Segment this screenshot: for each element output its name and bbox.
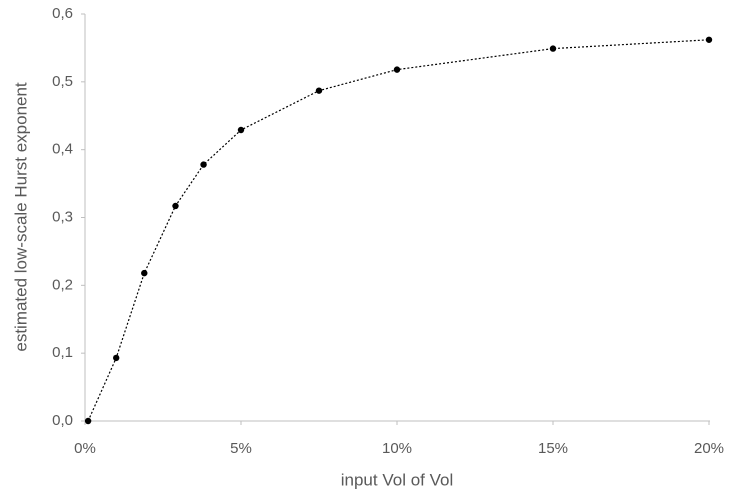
data-point bbox=[113, 354, 120, 362]
y-axis-label: estimated low-scale Hurst exponent bbox=[11, 82, 30, 352]
y-tick-label: 0,4 bbox=[52, 141, 73, 158]
x-tick-label: 5% bbox=[230, 440, 252, 457]
x-tick-label: 15% bbox=[538, 440, 568, 457]
data-point bbox=[315, 87, 323, 94]
y-tick-label: 0,2 bbox=[52, 276, 73, 293]
data-point bbox=[393, 66, 401, 73]
data-point bbox=[172, 202, 179, 210]
y-tick-label: 0,5 bbox=[52, 73, 73, 90]
data-point bbox=[705, 36, 713, 43]
data-point bbox=[549, 45, 557, 52]
data-point bbox=[200, 161, 207, 168]
y-tick-label: 0,0 bbox=[52, 412, 73, 429]
y-tick-label: 0,3 bbox=[52, 208, 73, 225]
x-tick-label: 20% bbox=[694, 440, 724, 457]
x-tick-label: 0% bbox=[74, 440, 96, 457]
x-tick-label: 10% bbox=[382, 440, 412, 457]
data-point bbox=[237, 126, 245, 134]
x-axis-label: input Vol of Vol bbox=[341, 470, 453, 489]
data-line bbox=[87, 39, 710, 422]
data-point bbox=[84, 417, 92, 425]
y-tick-label: 0,6 bbox=[52, 5, 73, 22]
y-tick-label: 0,1 bbox=[52, 344, 73, 361]
data-point bbox=[141, 269, 148, 277]
